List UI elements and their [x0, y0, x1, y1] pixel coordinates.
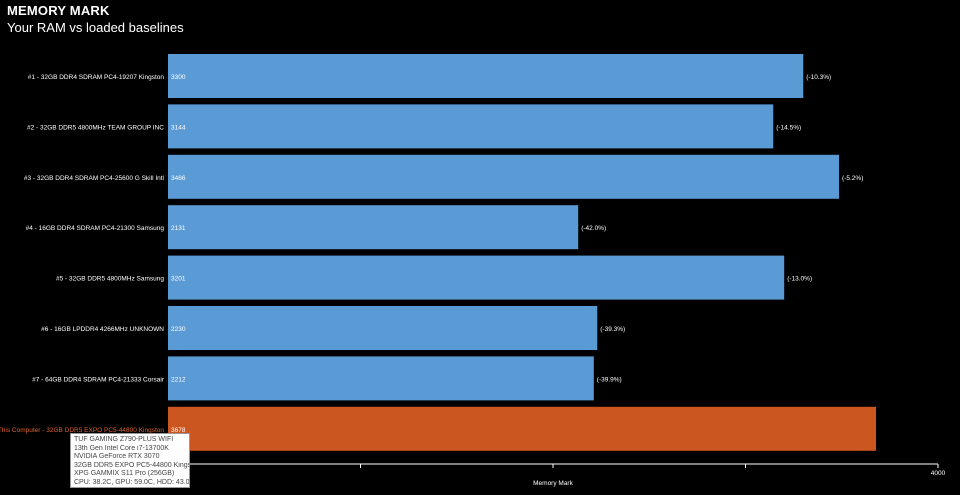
category-label: #4 - 16GB DDR4 SDRAM PC4-21300 Samsung: [26, 225, 165, 232]
system-info-tooltip: TUF GAMING Z790-PLUS WIFI 13th Gen Intel…: [70, 433, 190, 488]
bar: [168, 306, 598, 350]
bar: [168, 205, 579, 250]
category-label: #7 - 64GB DDR4 SDRAM PC4-21333 Corsair: [32, 376, 165, 383]
diff-label: (-5.2%): [842, 175, 863, 182]
diff-label: (-14.5%): [776, 124, 801, 131]
bar: [168, 54, 804, 98]
category-label: #2 - 32GB DDR5 4800MHz TEAM GROUP INC: [27, 124, 164, 131]
bar: [168, 154, 840, 199]
value-label: 2212: [171, 376, 186, 383]
tooltip-line: 13th Gen Intel Core i7-13700K: [74, 444, 169, 452]
diff-label: (-39.9%): [597, 376, 622, 383]
chart-subtitle: Your RAM vs loaded baselines: [7, 20, 184, 35]
chart-title: MEMORY MARK: [7, 3, 110, 18]
x-tick-label: 4000: [931, 470, 946, 477]
diff-label: (-10.3%): [806, 74, 831, 81]
category-label: #6 - 16GB LPDDR4 4266MHz UNKNOWN: [41, 326, 164, 333]
tooltip-line: XPG GAMMIX S11 Pro (256GB): [74, 470, 175, 478]
category-label: #5 - 32GB DDR5 4800MHz Samsung: [56, 276, 164, 283]
value-label: 2131: [171, 225, 186, 232]
tooltip-line: NVIDIA GeForce RTX 3070: [74, 453, 160, 461]
tooltip-line: 32GB DDR5 EXPO PC5-44800 Kingston: [74, 461, 189, 469]
x-axis-label: Memory Mark: [533, 480, 573, 487]
tooltip-line: TUF GAMING Z790-PLUS WIFI: [74, 436, 174, 443]
value-label: 3486: [171, 175, 186, 182]
diff-label: (-42.0%): [581, 225, 606, 232]
bar: [168, 255, 785, 300]
bar: [168, 104, 774, 149]
value-label: 3678: [171, 427, 186, 434]
category-label: #3 - 32GB DDR4 SDRAM PC4-25600 G Skill I…: [24, 175, 165, 182]
value-label: 2230: [171, 326, 186, 333]
bar: [168, 406, 877, 451]
value-label: 3144: [171, 124, 186, 131]
category-label: This Computer - 32GB DDR5 EXPO PC5-44800…: [0, 427, 164, 434]
category-label: #1 - 32GB DDR4 SDRAM PC4-19207 Kingston: [28, 74, 165, 81]
value-label: 3300: [171, 74, 186, 81]
diff-label: (-39.3%): [600, 326, 625, 333]
tooltip-line: CPU: 38.2C, GPU: 59.0C, HDD: 43.0C: [74, 478, 189, 486]
diff-label: (-13.0%): [787, 276, 812, 283]
bar: [168, 356, 594, 401]
value-label: 3201: [171, 276, 186, 283]
